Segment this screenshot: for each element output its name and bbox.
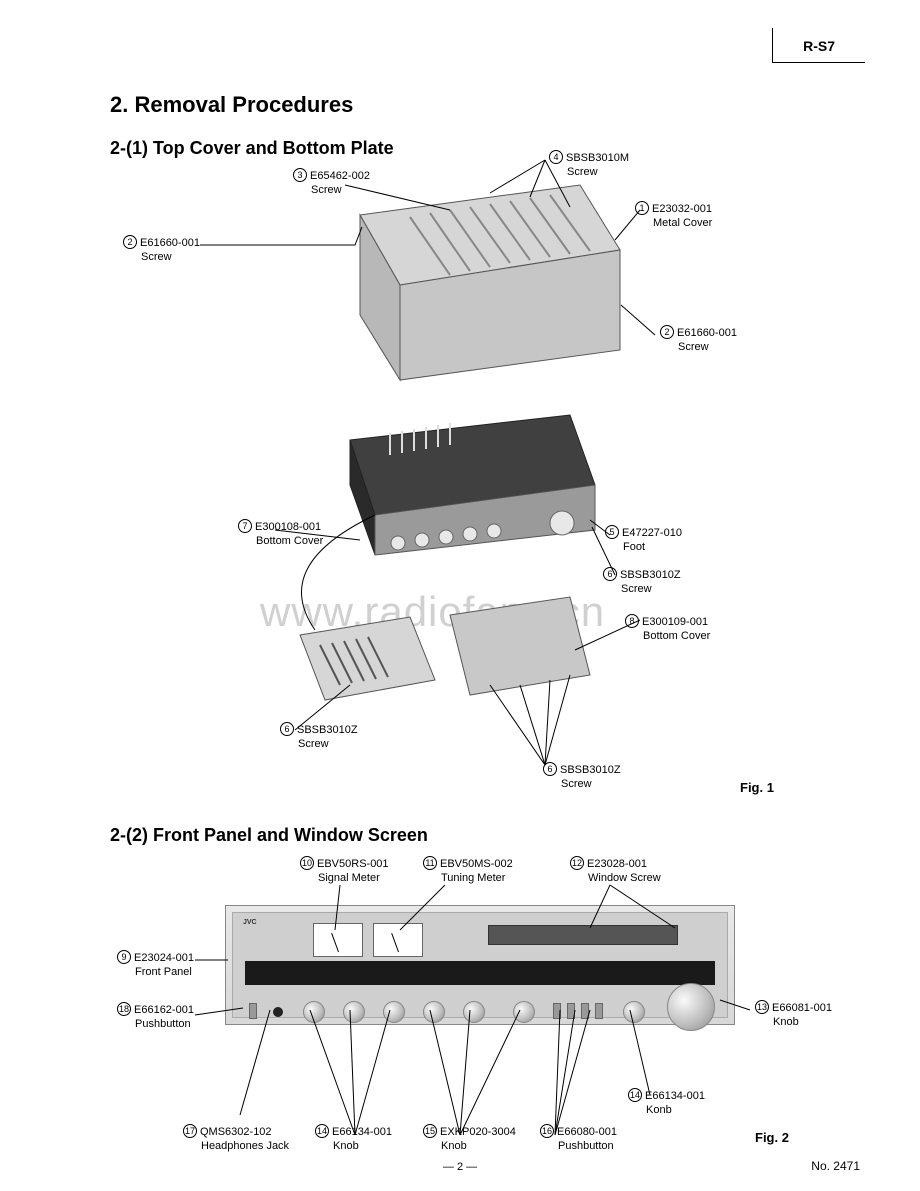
page-number: — 2 — xyxy=(443,1161,477,1173)
subsection-2-heading: 2-(2) Front Panel and Window Screen xyxy=(110,825,428,846)
metal-cover-shape xyxy=(360,185,620,380)
model-box: R-S7 xyxy=(772,28,865,63)
service-manual-page: R-S7 2. Removal Procedures 2-(1) Top Cov… xyxy=(0,0,920,1191)
bottom-cover-left xyxy=(300,617,435,700)
leader-lines-fig2 xyxy=(110,860,810,1160)
chassis-shape xyxy=(350,415,595,555)
callout-num-icon: 2 xyxy=(123,235,137,249)
model-number: R-S7 xyxy=(803,38,835,54)
figure-1-diagram xyxy=(150,155,770,795)
document-number: No. 2471 xyxy=(811,1159,860,1173)
section-heading: 2. Removal Procedures xyxy=(110,92,353,118)
